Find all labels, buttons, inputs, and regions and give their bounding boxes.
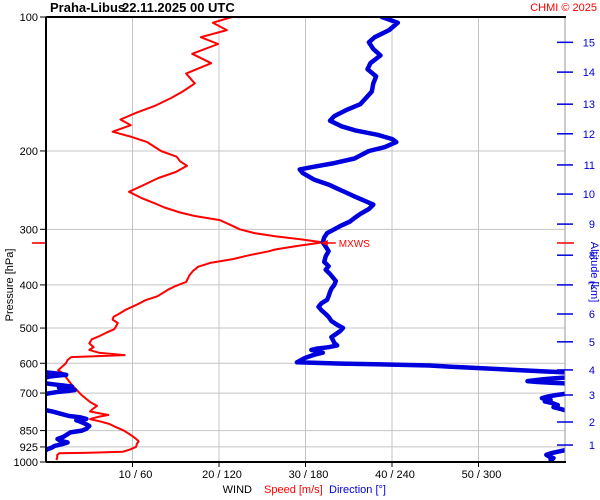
altitude-tick-label: 7 (589, 280, 595, 292)
legend-wind-label: WIND (223, 484, 252, 496)
altitude-tick-label: 6 (589, 309, 595, 321)
pressure-tick-label: 700 (20, 388, 38, 400)
pressure-tick-label: 100 (20, 12, 38, 24)
wind-tick-label: 40 / 240 (375, 469, 415, 481)
mxws-arrow-icon (320, 239, 328, 246)
altitude-tick-label: 3 (589, 390, 595, 402)
wind-tick-label: 30 / 180 (289, 469, 329, 481)
legend-direction-label: Direction [°] (329, 484, 386, 496)
wind-speed-curve (55, 17, 324, 461)
profile-curves (46, 17, 565, 462)
altitude-tick-label: 9 (589, 219, 595, 231)
pressure-tick-label: 600 (20, 358, 38, 370)
altitude-tick-label: 4 (589, 365, 595, 377)
mxws-label: MXWS (339, 239, 370, 250)
altitude-tick-label: 8 (589, 250, 595, 262)
copyright-notice: CHMI © 2025 (530, 2, 597, 14)
altitude-tick-label: 2 (589, 417, 595, 429)
pressure-tick-label: 850 (20, 426, 38, 438)
wind-direction-curve (46, 370, 69, 380)
wind-direction-curve (46, 381, 78, 397)
legend-speed-label: Speed [m/s] (264, 484, 323, 496)
wind-direction-curve (294, 17, 565, 375)
wind-direction-curve (544, 447, 565, 462)
pressure-tick-label: 1000 (14, 457, 38, 469)
altitude-tick-label: 1 (589, 440, 595, 452)
pressure-tick-label: 400 (20, 280, 38, 292)
altitude-tick-label: 12 (583, 129, 595, 141)
wind-tick-label: 20 / 120 (202, 469, 242, 481)
altitude-tick-label: 11 (584, 160, 595, 172)
altitude-tick-label: 13 (583, 99, 595, 111)
altitude-tick-label: 14 (583, 67, 595, 79)
wind-direction-curve (525, 375, 565, 386)
altitude-axis-label: Altitude [km] (588, 242, 600, 303)
pressure-tick-label: 500 (20, 323, 38, 335)
pressure-tick-label: 300 (20, 224, 38, 236)
wind-tick-label: 10 / 60 (119, 469, 153, 481)
pressure-axis-label: Pressure [hPa] (4, 249, 16, 322)
pressure-tick-label: 200 (20, 146, 38, 158)
altitude-tick-label: 5 (589, 337, 595, 349)
axis-ticks: 1002003004005006007008509251000151413121… (14, 12, 595, 481)
wind-tick-label: 50 / 300 (462, 469, 502, 481)
altitude-tick-label: 15 (583, 37, 595, 49)
wind-direction-curve (46, 407, 92, 453)
altitude-tick-label: 10 (583, 189, 595, 201)
pressure-tick-label: 925 (20, 442, 38, 454)
wind-direction-curve (539, 391, 565, 413)
station-name: Praha-Libus (50, 0, 125, 15)
mxws-annotation: MXWS (320, 239, 370, 250)
sounding-datetime: 22.11.2025 00 UTC (122, 0, 235, 15)
